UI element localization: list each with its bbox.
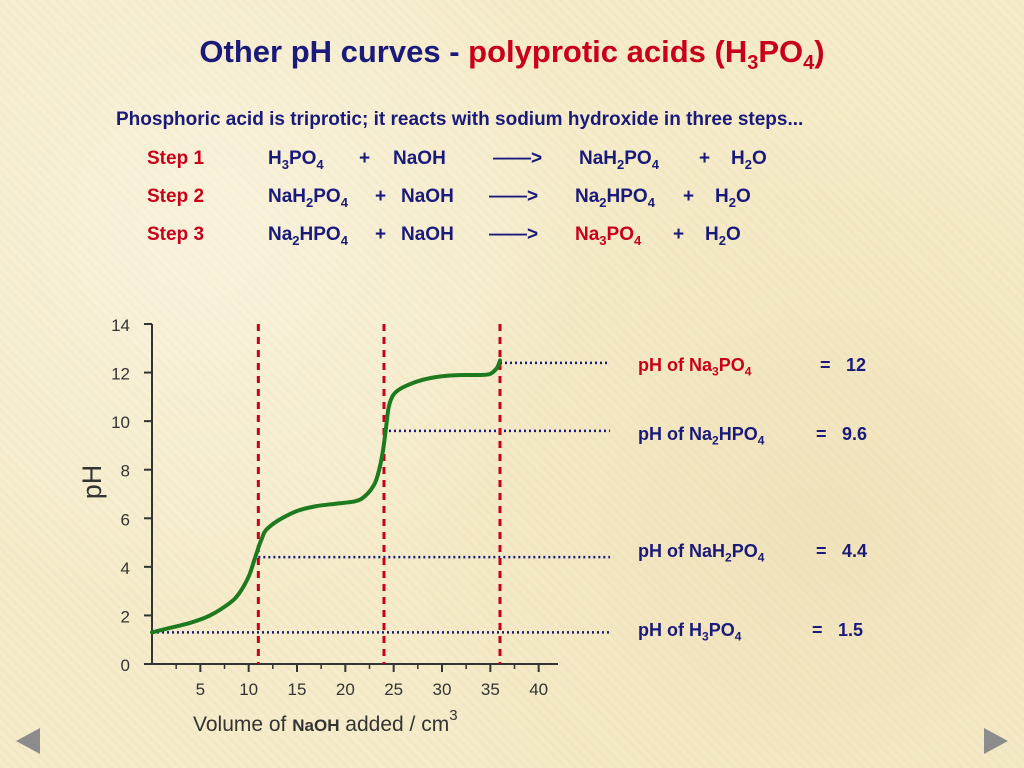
y-axis-label: pH (77, 465, 107, 500)
plus: + (359, 148, 371, 169)
equivalence-lines (256, 324, 502, 664)
y-tick-label: 6 (121, 510, 130, 529)
x-tick-label: 35 (481, 680, 500, 699)
x-tick-label: 25 (384, 680, 403, 699)
arrow: ——> (493, 148, 543, 169)
x-tick-label: 30 (433, 680, 452, 699)
annotation-h3po4: pH of H3PO4 = 1.5 (638, 620, 864, 644)
y-tick-label: 2 (121, 607, 130, 626)
water: H2O (715, 186, 751, 210)
reactant: NaH2PO4 (268, 186, 348, 210)
y-tick-label: 12 (111, 365, 130, 384)
product: NaH2PO4 (579, 148, 659, 172)
water: H2O (731, 148, 767, 172)
naoh: NaOH (401, 186, 454, 207)
plus: + (375, 224, 387, 245)
plus: + (699, 148, 711, 169)
annotation-na3po4: pH of Na3PO4 = 12 (638, 355, 867, 379)
product: Na2HPO4 (575, 186, 655, 210)
arrow: ——> (489, 224, 539, 245)
next-slide-icon[interactable] (984, 728, 1008, 754)
naoh: NaOH (393, 148, 446, 169)
x-tick-label: 15 (288, 680, 307, 699)
x-axis-label: Volume of NaOH added / cm3 (193, 707, 458, 736)
y-tick-label: 8 (121, 462, 130, 481)
product: Na3PO4 (575, 224, 642, 248)
plus: + (375, 186, 387, 207)
plus: + (673, 224, 685, 245)
ph-curve-series (150, 358, 502, 635)
y-tick-label: 0 (121, 656, 130, 675)
step-label: Step 3 (147, 224, 205, 245)
page-title: Other pH curves - polyprotic acids (H3PO… (199, 34, 825, 75)
y-tick-label: 10 (111, 413, 130, 432)
guide-lines (152, 361, 610, 634)
reactant: Na2HPO4 (268, 224, 348, 248)
previous-slide-icon[interactable] (16, 728, 40, 754)
reactant: H3PO4 (268, 148, 324, 172)
step-label: Step 1 (147, 148, 205, 169)
water: H2O (705, 224, 741, 248)
step-label: Step 2 (147, 186, 205, 207)
chart-axes: 0 2 4 6 8 10 12 14 5 10 15 20 25 30 35 40 (111, 316, 558, 699)
arrow: ——> (489, 186, 539, 207)
annotation-nah2po4: pH of NaH2PO4 = 4.4 (638, 541, 868, 565)
annotation-na2hpo4: pH of Na2HPO4 = 9.6 (638, 424, 868, 448)
intro-text: Phosphoric acid is triprotic; it reacts … (116, 109, 804, 130)
naoh: NaOH (401, 224, 454, 245)
y-tick-label: 4 (121, 559, 130, 578)
plus: + (683, 186, 695, 207)
x-tick-label: 5 (196, 680, 205, 699)
x-tick-label: 20 (336, 680, 355, 699)
x-tick-label: 40 (529, 680, 548, 699)
x-tick-label: 10 (239, 680, 258, 699)
y-tick-label: 14 (111, 316, 130, 335)
